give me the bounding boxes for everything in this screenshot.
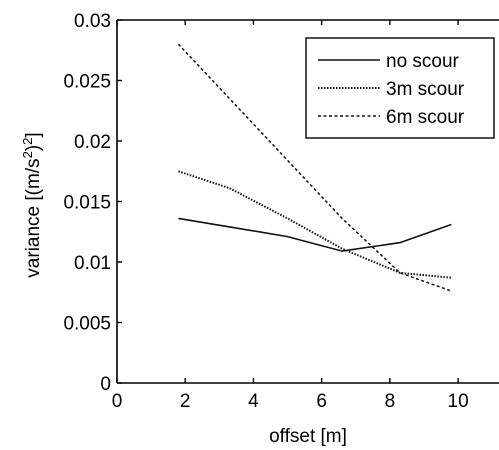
y-tick-label: 0.015 [63,193,111,214]
y-tick-label: 0 [100,374,111,395]
x-axis: 0 2 4 6 8 10 [112,20,469,412]
x-tick-label: 2 [180,391,191,412]
legend: no scour 3m scour 6m scour [305,37,495,139]
series-line-3m-scour [178,170,452,279]
y-axis-label-paren: ) [23,145,44,151]
y-axis-label-end: ] [23,132,44,137]
series-lines [177,43,452,292]
y-tick-label: 0.025 [63,72,111,93]
x-tick-label: 8 [385,391,396,412]
x-axis-label: offset [m] [269,426,347,447]
y-tick-label: 0.005 [63,314,111,335]
y-axis: 0 0.005 0.01 0.015 0.02 0.025 0.03 [63,11,122,395]
y-axis-label-superscript-2: 2 [20,138,35,145]
y-tick-label: 0.01 [74,253,111,274]
legend-label: no scour [386,51,460,72]
y-tick-label: 0.03 [74,11,111,32]
series-line-no-scour [178,217,452,252]
x-tick-label: 10 [448,391,469,412]
legend-box [305,37,495,139]
legend-label: 6m scour [386,107,465,128]
y-axis-label-superscript-1: 2 [20,151,35,158]
y-tick-label: 0.02 [74,132,111,153]
x-tick-label: 0 [112,391,123,412]
y-axis-label-main: variance [(m/s [23,158,44,277]
y-axis-label: variance [(m/s2)2] [20,132,45,277]
x-tick-label: 4 [248,391,259,412]
x-tick-label: 6 [316,391,327,412]
legend-label: 3m scour [386,79,465,100]
